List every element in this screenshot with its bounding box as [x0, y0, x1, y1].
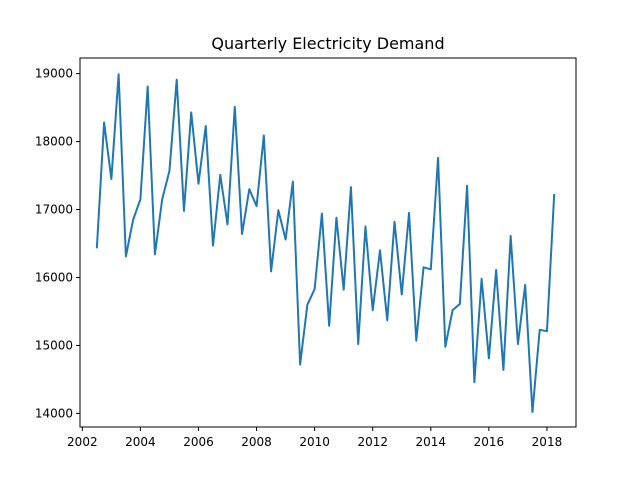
y-tick-label: 16000: [35, 270, 73, 284]
x-tick-label: 2002: [67, 435, 98, 449]
x-tick-label: 2008: [241, 435, 272, 449]
series-line: [95, 73, 556, 414]
x-axis: 2002 2004 2006 2008 2010 2012 2014 2016 2018: [67, 427, 562, 449]
x-tick-label: 2006: [183, 435, 214, 449]
plot-background: [80, 58, 576, 427]
x-tick-label: 2016: [474, 435, 505, 449]
plot-frame: [79, 57, 577, 428]
x-tick-label: 2018: [532, 435, 563, 449]
x-tick-label: 2014: [416, 435, 447, 449]
y-tick-label: 17000: [35, 203, 73, 217]
x-tick-label: 2012: [357, 435, 388, 449]
y-tick-label: 15000: [35, 338, 73, 352]
y-axis: 14000 15000 16000 17000 18000 19000: [35, 67, 80, 420]
y-tick-label: 18000: [35, 135, 73, 149]
y-tick-label: 19000: [35, 67, 73, 81]
y-tick-label: 14000: [35, 406, 73, 420]
x-tick-label: 2010: [299, 435, 330, 449]
x-tick-label: 2004: [125, 435, 156, 449]
chart-title: Quarterly Electricity Demand: [211, 34, 444, 53]
